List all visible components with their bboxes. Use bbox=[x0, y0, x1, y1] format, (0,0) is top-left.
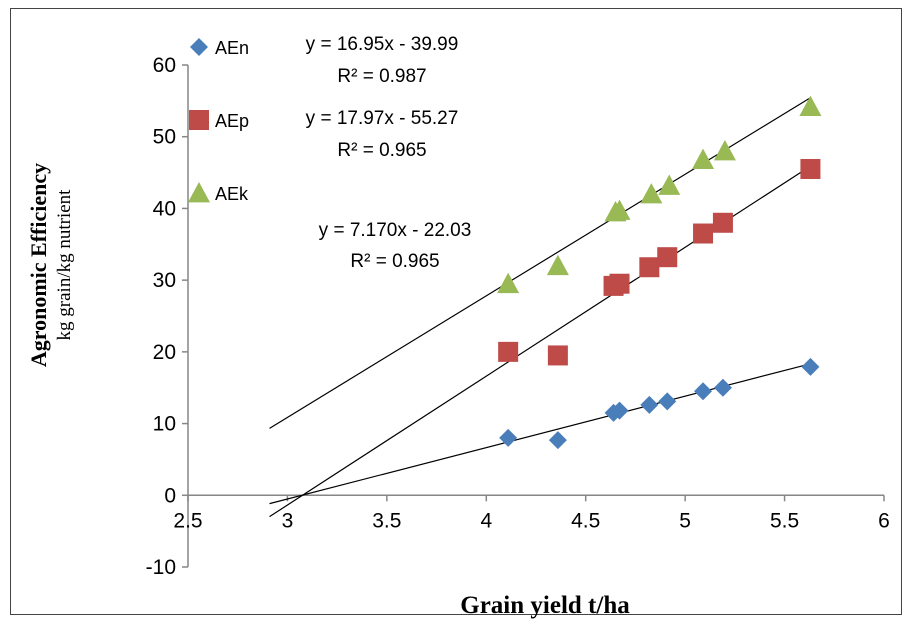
legend-marker-aek bbox=[188, 182, 210, 203]
data-point-aek bbox=[658, 174, 681, 195]
x-tick-label: 4.5 bbox=[571, 509, 600, 532]
data-point-aen bbox=[801, 357, 820, 376]
trendline-equations: y = 7.170x - 22.03 R² = 0.965 y = 16.95x -… bbox=[306, 34, 472, 272]
equation-aen: y = 7.170x - 22.03 bbox=[319, 220, 472, 241]
equation-aek: y = 17.97x - 55.27 bbox=[306, 108, 459, 129]
x-tick-label: 6 bbox=[878, 509, 890, 532]
y-tick-label: -10 bbox=[146, 556, 176, 579]
data-point-aek bbox=[497, 272, 520, 294]
data-point-aep bbox=[800, 158, 821, 179]
axes: -10 0 10 20 30 40 50 60 2.5 3 3.5 4 4.5 5 5.5 6 bbox=[146, 54, 890, 579]
x-tick-label: 3 bbox=[282, 509, 294, 532]
x-tick-label: 3.5 bbox=[372, 509, 401, 532]
equation-aep: y = 16.95x - 39.99 bbox=[306, 34, 459, 55]
legend-marker-aep bbox=[189, 110, 209, 130]
y-tick-label: 10 bbox=[153, 413, 176, 436]
r2-aek: R² = 0.965 bbox=[337, 140, 426, 161]
x-tick-label: 4 bbox=[480, 509, 492, 532]
legend-marker-aen bbox=[190, 38, 208, 56]
data-point-aek bbox=[608, 199, 631, 220]
chart-frame bbox=[10, 8, 902, 615]
data-point-aen bbox=[548, 431, 567, 450]
data-point-aen bbox=[610, 401, 629, 420]
data-point-aep bbox=[547, 345, 568, 366]
data-point-aen bbox=[658, 392, 677, 411]
data-point-aek bbox=[692, 148, 715, 170]
data-point-aen bbox=[640, 395, 659, 414]
legend: AEn AEp AEk bbox=[188, 38, 249, 204]
legend-label-aen: AEn bbox=[215, 38, 249, 58]
x-tick-label: 5.5 bbox=[770, 509, 799, 532]
y-axis-label: Agronomic Efficiency bbox=[26, 163, 51, 367]
y-tick-label: 20 bbox=[153, 341, 176, 364]
x-axis-label: Grain yield t/ha bbox=[460, 592, 630, 619]
data-point-aep bbox=[498, 341, 519, 362]
data-point-aen bbox=[499, 428, 518, 447]
y-tick-label: 0 bbox=[164, 484, 176, 507]
y-tick-label: 60 bbox=[153, 54, 176, 77]
r2-aep: R² = 0.987 bbox=[337, 66, 426, 87]
data-point-aek bbox=[640, 183, 663, 204]
data-point-aen bbox=[694, 382, 713, 401]
data-point-aep bbox=[712, 212, 733, 233]
trendline-aen bbox=[269, 363, 811, 505]
x-tick-label: 2.5 bbox=[173, 509, 202, 532]
data-point-aek bbox=[546, 254, 569, 276]
r2-aen: R² = 0.965 bbox=[350, 251, 439, 272]
y-tick-label: 50 bbox=[153, 126, 176, 149]
data-point-aek bbox=[799, 95, 822, 116]
legend-label-aek: AEk bbox=[215, 184, 249, 204]
data-point-aep bbox=[657, 247, 678, 268]
y-tick-label: 40 bbox=[153, 197, 176, 220]
x-tick-label: 5 bbox=[679, 509, 691, 532]
data-points bbox=[497, 95, 822, 450]
data-point-aep bbox=[693, 223, 714, 244]
data-point-aen bbox=[713, 378, 732, 397]
y-tick-label: 30 bbox=[153, 269, 176, 292]
legend-label-aep: AEp bbox=[215, 111, 249, 131]
data-point-aep bbox=[639, 257, 660, 278]
y-axis-sublabel: kg grain/kg nutrient bbox=[54, 189, 75, 341]
data-point-aep bbox=[609, 273, 630, 294]
data-point-aek bbox=[713, 140, 736, 161]
